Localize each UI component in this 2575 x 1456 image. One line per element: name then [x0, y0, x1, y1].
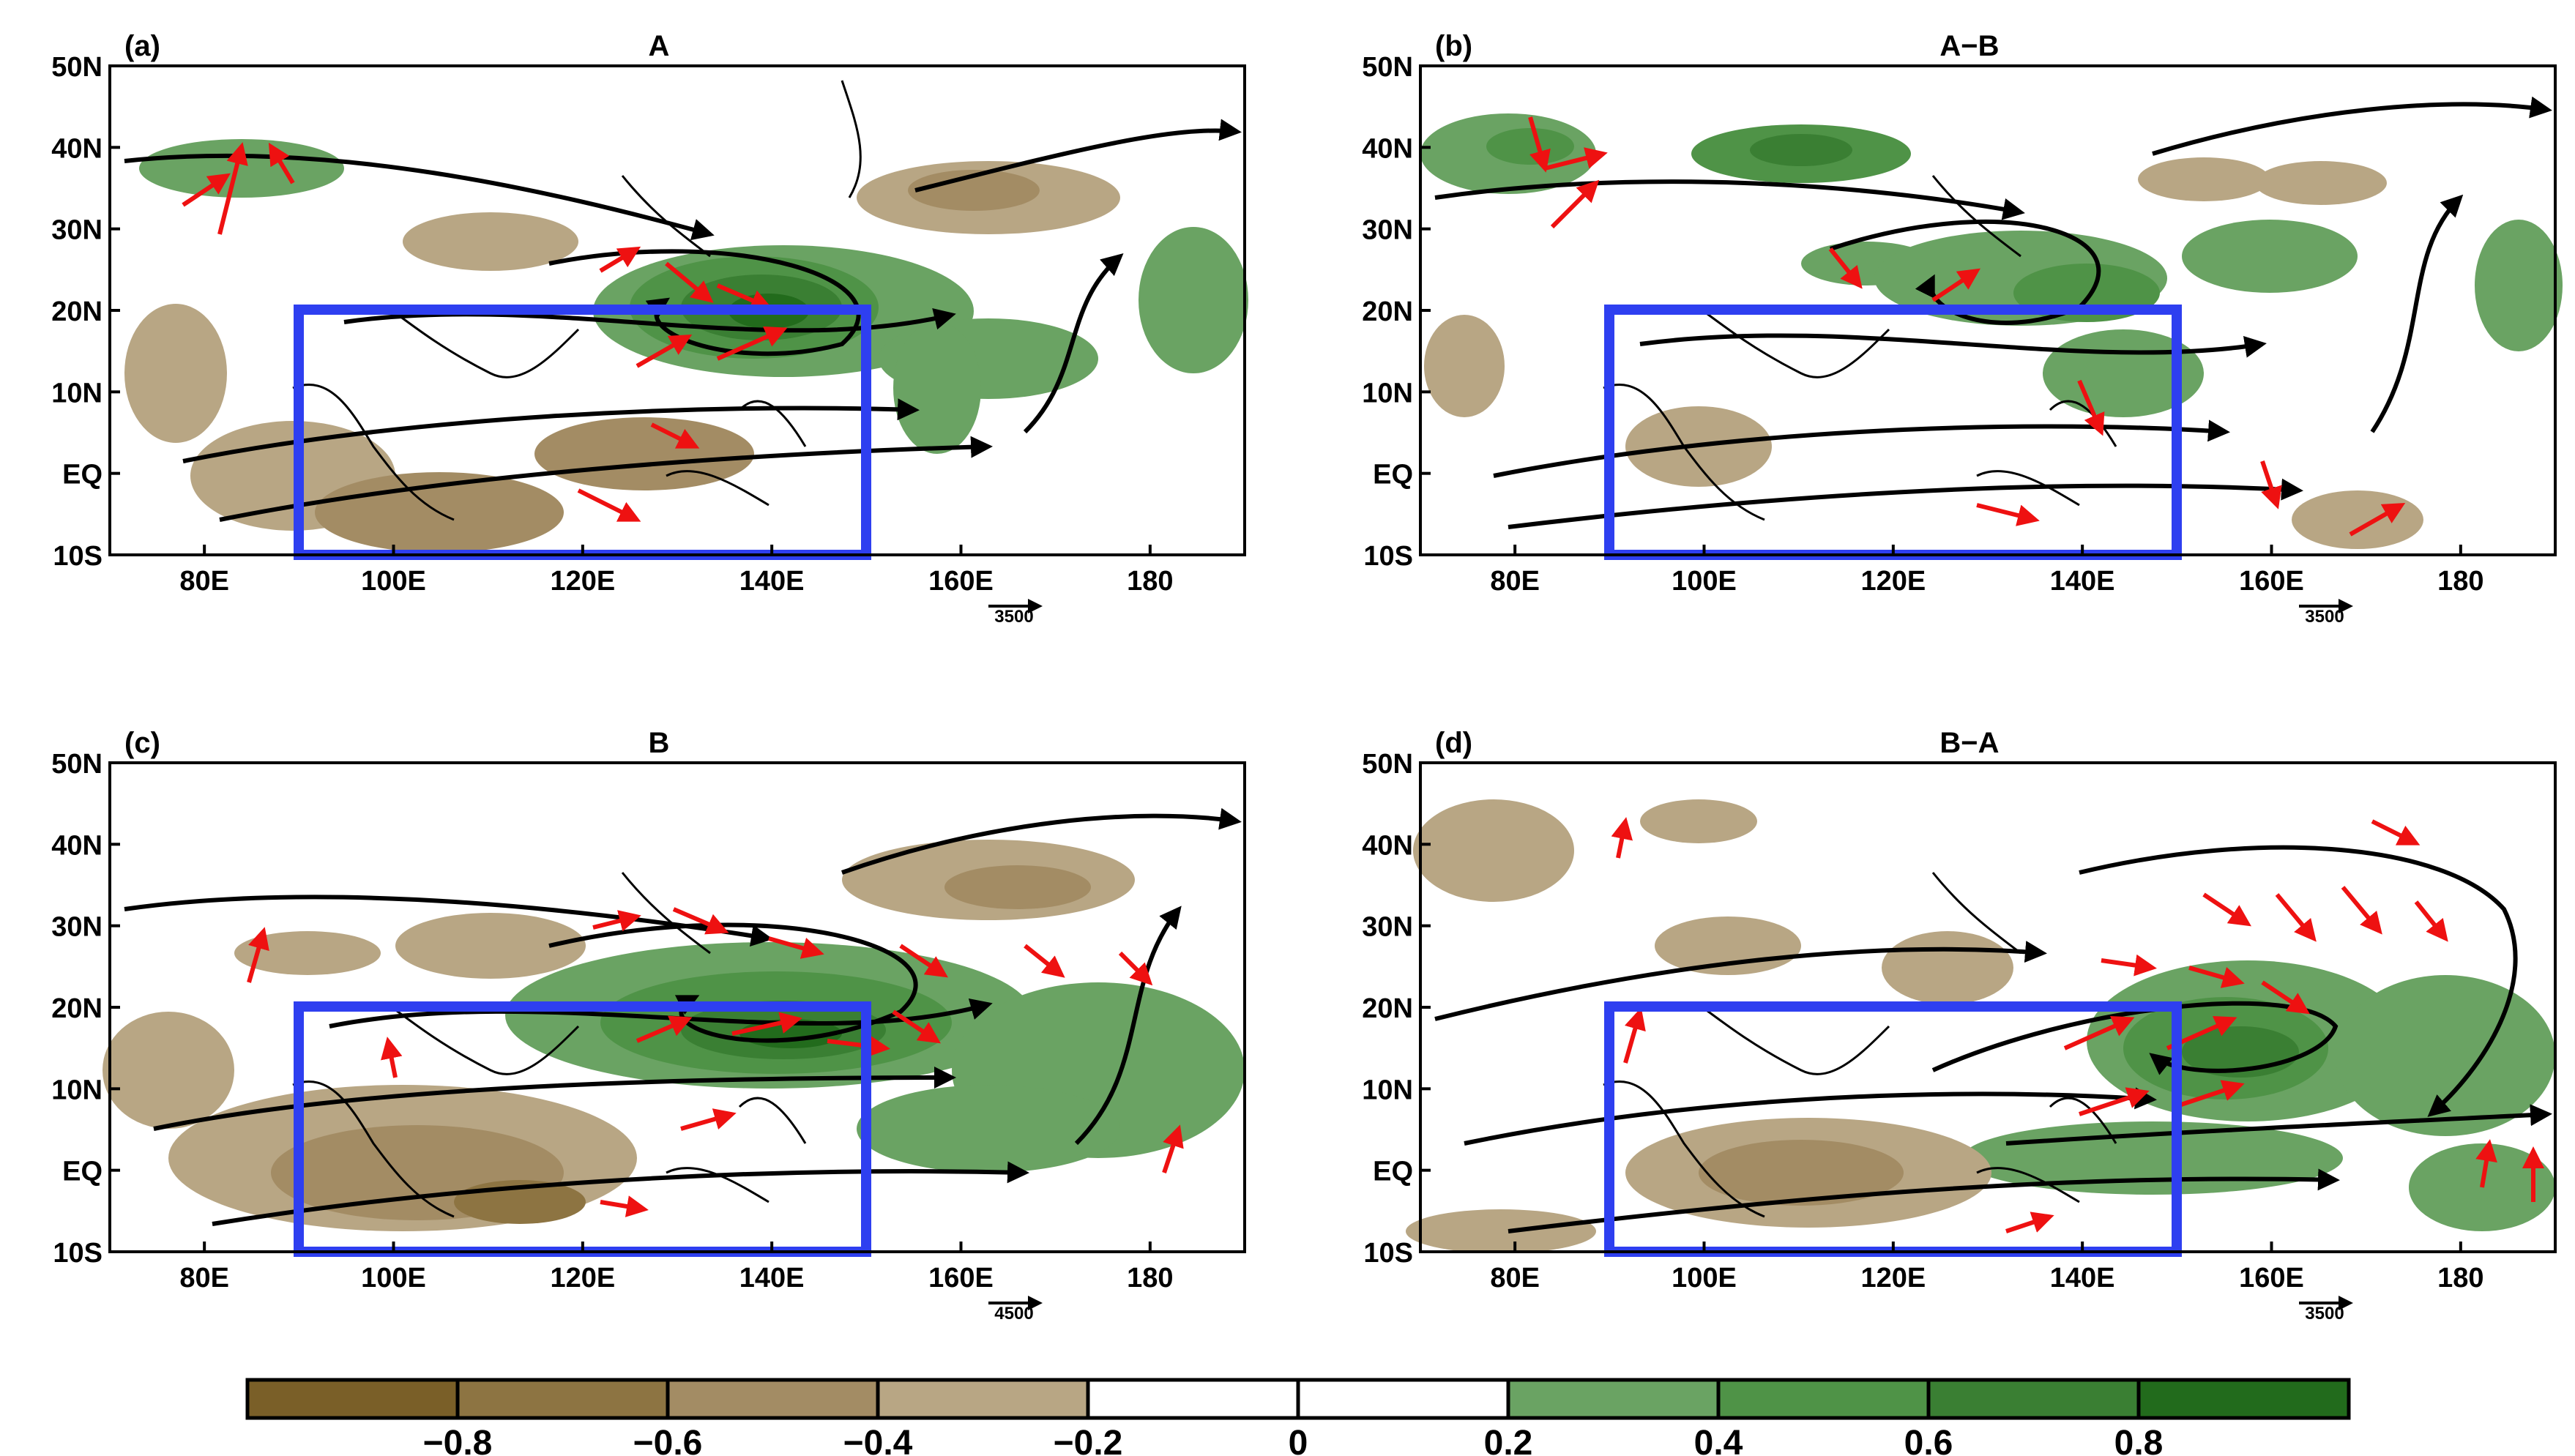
anomaly-shading — [1406, 799, 2555, 1253]
reference-vector-label: 3500 — [2305, 1304, 2344, 1324]
panel-b — [1419, 64, 2563, 560]
colorbar-segment — [1296, 1378, 1510, 1420]
lat-tick-label: 20N — [51, 993, 103, 1024]
anomaly-shading — [103, 840, 1245, 1231]
colorbar-segment — [1506, 1378, 1721, 1420]
panel-a — [108, 64, 1248, 560]
wind-vectors — [247, 907, 1184, 1217]
colorbar-label: −0.8 — [423, 1424, 493, 1456]
lat-tick-label: 40N — [1362, 830, 1413, 861]
colorbar-label: 0.6 — [1904, 1424, 1953, 1456]
lon-tick-label: 160E — [928, 566, 994, 597]
lat-tick-label: 10N — [51, 1075, 103, 1105]
lat-tick-label: 50N — [1362, 52, 1413, 83]
lat-tick-label: 10S — [1363, 541, 1413, 572]
lon-tick-label: 140E — [2050, 1263, 2115, 1293]
panel-c — [103, 761, 1246, 1257]
lon-tick-label: 80E — [179, 566, 229, 597]
panel-letter: (a) — [124, 30, 160, 62]
lon-tick-label: 100E — [1672, 566, 1737, 597]
lon-tick-label: 160E — [2239, 566, 2304, 597]
lat-tick-label: 20N — [1362, 993, 1413, 1024]
colorbar-segment — [455, 1378, 670, 1420]
wind-vectors — [182, 142, 788, 522]
panel-letter: (d) — [1435, 727, 1472, 759]
lat-tick-label: 50N — [51, 52, 103, 83]
lat-tick-label: 10N — [1362, 378, 1413, 408]
panel-title: A−B — [1939, 30, 1999, 62]
streamlines — [1434, 845, 2552, 1233]
colorbar: −0.8 −0.6 −0.4 −0.2 0 0.2 0.4 0.6 0.8 — [245, 1378, 2351, 1456]
colorbar-segment — [2136, 1378, 2351, 1420]
panel-d — [1406, 761, 2557, 1257]
lon-tick-label: 180 — [2437, 1263, 2483, 1293]
lat-tick-label: 40N — [1362, 133, 1413, 164]
reference-vector-label: 3500 — [994, 607, 1033, 627]
lon-tick-label: 140E — [739, 1263, 805, 1293]
lat-tick-label: 50N — [51, 749, 103, 780]
reference-vector-label: 4500 — [994, 1304, 1033, 1324]
lat-tick-label: 20N — [51, 296, 103, 327]
panel-title: B — [649, 727, 670, 759]
lat-tick-label: 10S — [1363, 1238, 1413, 1269]
panel-letter: (b) — [1435, 30, 1472, 62]
colorbar-segment — [245, 1378, 460, 1420]
lon-tick-label: 100E — [361, 1263, 426, 1293]
lat-tick-label: 10S — [53, 541, 103, 572]
lon-tick-label: 180 — [1127, 566, 1173, 597]
colorbar-label: 0.2 — [1484, 1424, 1533, 1456]
colorbar-label: −0.6 — [633, 1424, 703, 1456]
colorbar-segment — [1086, 1378, 1300, 1420]
colorbar-label: 0.4 — [1694, 1424, 1743, 1456]
lon-tick-label: 100E — [361, 566, 426, 597]
lat-tick-label: EQ — [1373, 460, 1413, 490]
lon-tick-label: 120E — [550, 566, 615, 597]
lat-tick-label: 30N — [51, 215, 103, 246]
lon-tick-label: 160E — [2239, 1263, 2304, 1293]
colorbar-label: 0 — [1289, 1424, 1308, 1456]
lon-tick-label: 120E — [550, 1263, 615, 1293]
lon-tick-label: 180 — [2437, 566, 2483, 597]
lon-tick-label: 140E — [2050, 566, 2115, 597]
panel-title: B−A — [1939, 727, 1999, 759]
lat-tick-label: 10N — [51, 378, 103, 408]
lon-tick-label: 80E — [1490, 1263, 1540, 1293]
colorbar-label: −0.4 — [843, 1424, 913, 1456]
colorbar-segment — [1716, 1378, 1931, 1420]
colorbar-segment — [876, 1378, 1090, 1420]
lat-tick-label: EQ — [62, 1157, 103, 1187]
colorbar-segment — [1926, 1378, 2141, 1420]
lat-tick-label: EQ — [62, 460, 103, 490]
lat-tick-label: 30N — [1362, 215, 1413, 246]
colorbar-label: −0.2 — [1054, 1424, 1123, 1456]
lon-tick-label: 100E — [1672, 1263, 1737, 1293]
lat-tick-label: 30N — [51, 912, 103, 943]
lat-tick-label: 40N — [51, 830, 103, 861]
panel-letter: (c) — [124, 727, 160, 759]
lon-tick-label: 80E — [1490, 566, 1540, 597]
lon-tick-label: 80E — [179, 1263, 229, 1293]
streamlines — [124, 119, 1242, 522]
lon-tick-label: 140E — [739, 566, 805, 597]
lat-tick-label: 50N — [1362, 749, 1413, 780]
lat-tick-label: 10S — [53, 1238, 103, 1269]
coastlines — [1603, 872, 2117, 1218]
panel-title: A — [649, 30, 670, 62]
lon-tick-label: 160E — [928, 1263, 994, 1293]
reference-vector-label: 3500 — [2305, 607, 2344, 627]
colorbar-label: 0.8 — [2114, 1424, 2164, 1456]
wind-vectors — [1611, 817, 2544, 1233]
lon-tick-label: 180 — [1127, 1263, 1173, 1293]
lat-tick-label: 10N — [1362, 1075, 1413, 1105]
lon-tick-label: 120E — [1860, 1263, 1926, 1293]
lat-tick-label: 40N — [51, 133, 103, 164]
lon-tick-label: 120E — [1860, 566, 1926, 597]
lat-tick-label: EQ — [1373, 1157, 1413, 1187]
lat-tick-label: 30N — [1362, 912, 1413, 943]
colorbar-segment — [666, 1378, 880, 1420]
lat-tick-label: 20N — [1362, 296, 1413, 327]
wind-vectors — [1528, 116, 2406, 537]
